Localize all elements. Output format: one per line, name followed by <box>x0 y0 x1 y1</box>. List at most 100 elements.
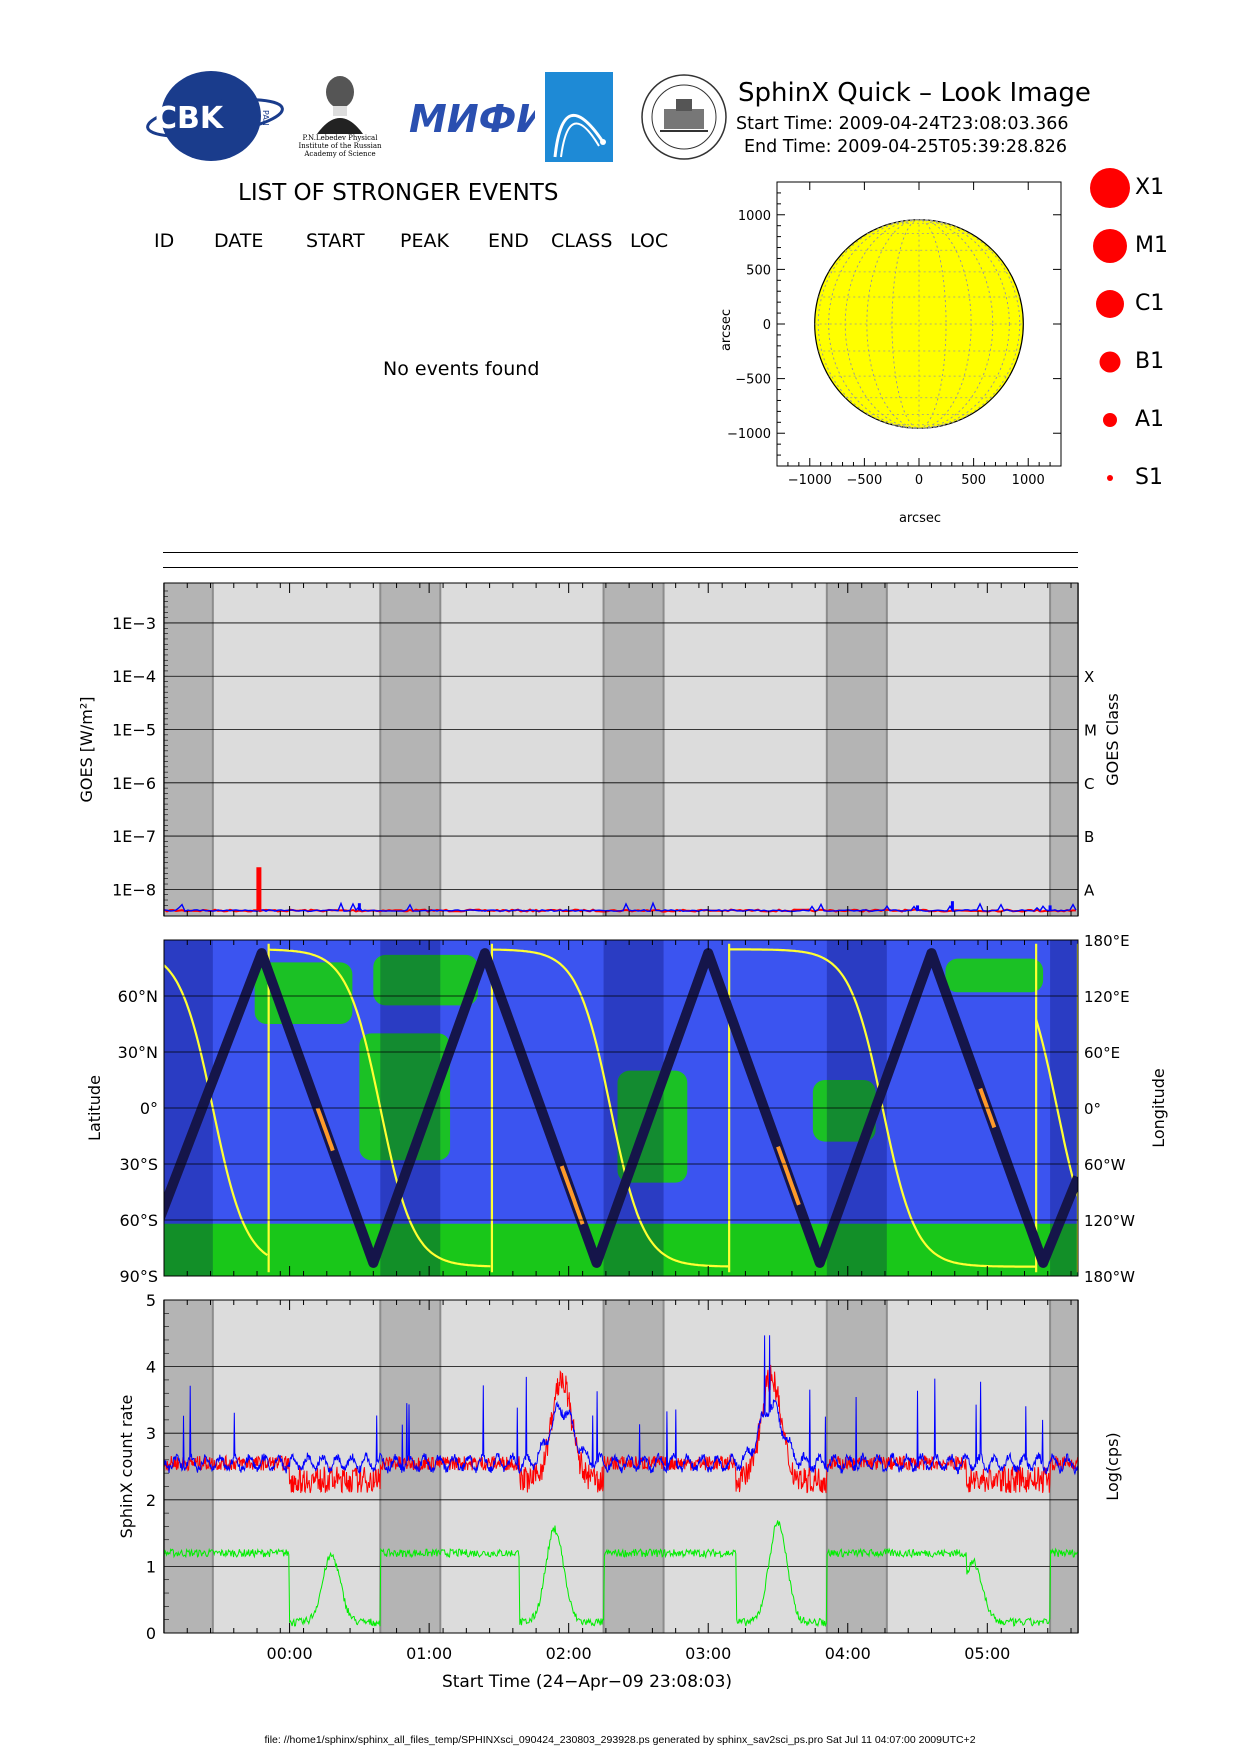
time-series-charts: 1E−3 1E−4 1E−5 1E−6 1E−7 1E−8 X M C B A GOES [W/m²]… <box>77 582 1168 1692</box>
goes-y2label: GOES Class <box>1103 693 1122 785</box>
goes-ytick-label: 1E−3 <box>112 614 156 633</box>
mifi-logo: МИФИ <box>405 88 548 148</box>
goes-class-label: B <box>1084 828 1094 846</box>
goes-blue-line <box>164 901 1077 913</box>
flare-size-legend <box>1080 160 1230 500</box>
legend-b1-dot <box>1099 351 1121 373</box>
lat-tick-label: 90°S <box>119 1267 158 1286</box>
lat-tick-label: 0° <box>140 1099 158 1118</box>
time-axis: 00:00 01:00 02:00 03:00 04:00 05:00 <box>267 1644 1011 1663</box>
legend-m1: M1 <box>1135 233 1168 258</box>
separator-top <box>163 552 1078 553</box>
goes-ytick-label: 1E−8 <box>112 880 156 899</box>
col-class: CLASS <box>551 230 613 252</box>
goes-class-label: C <box>1084 775 1094 793</box>
goes-class-label: X <box>1084 668 1094 686</box>
disk-meridian <box>817 219 1021 429</box>
radiation-zone <box>373 954 478 1006</box>
orbit-y2label: Longitude <box>1149 1068 1168 1148</box>
eclipse-band <box>1050 583 1078 916</box>
lon-tick-label: 60°E <box>1084 1044 1120 1062</box>
lon-tick-label: 60°W <box>1084 1156 1126 1174</box>
legend-s1-dot <box>1107 475 1113 481</box>
goes-ylabel: GOES [W/m²] <box>77 696 96 802</box>
time-tick-label: 02:00 <box>546 1644 592 1663</box>
track-hot-segment <box>315 1107 335 1152</box>
time-tick-label: 05:00 <box>964 1644 1010 1663</box>
col-id: ID <box>154 230 175 252</box>
lat-tick-label: 60°S <box>119 1211 158 1230</box>
lat-tick-label: 30°S <box>119 1155 158 1174</box>
goes-ytick-label: 1E−5 <box>112 721 156 740</box>
footer-file-note: file: //home1/sphinx/sphinx_all_files_te… <box>264 1734 976 1746</box>
goes-frame <box>163 582 1079 917</box>
lebedev-line-1: P.N.Lebedev Physical <box>302 134 378 142</box>
col-peak: PEAK <box>400 230 449 252</box>
cbk-logo-side: PAN <box>261 110 270 126</box>
col-loc: LOC <box>630 230 669 252</box>
lat-tick-label: 30°N <box>118 1043 158 1062</box>
lon-tick-label: 180°E <box>1084 932 1130 950</box>
disk-ytick-label: 0 <box>763 318 771 333</box>
radiation-zone <box>359 1033 451 1161</box>
saa-band-south <box>164 1223 1078 1276</box>
legend-b1: B1 <box>1135 349 1165 374</box>
col-date: DATE <box>214 230 264 252</box>
disk-xtick-label: −1000 <box>788 473 832 488</box>
goes-ytick-label: 1E−7 <box>112 827 156 846</box>
lon-tick-label: 0° <box>1084 1100 1101 1118</box>
count-ytick-label: 2 <box>146 1491 156 1510</box>
legend-x1-dot <box>1090 168 1130 208</box>
eclipse-band <box>826 583 887 916</box>
goes-red-spike <box>256 867 262 911</box>
disk-xlabel: arcsec <box>899 511 941 526</box>
mifi-logo-text: МИФИ <box>409 97 535 141</box>
university-seal <box>640 73 728 161</box>
disk-xtick-label: 1000 <box>1012 473 1045 488</box>
end-time: End Time: 2009-04-25T05:39:28.826 <box>744 137 1068 157</box>
eclipse-band <box>603 583 664 916</box>
eclipse-band <box>164 583 213 916</box>
col-end: END <box>488 230 529 252</box>
goes-ytick-label: 1E−4 <box>112 667 156 686</box>
start-time: Start Time: 2009-04-24T23:08:03.366 <box>736 114 1069 134</box>
legend-c1: C1 <box>1135 291 1165 316</box>
no-events-message: No events found <box>383 358 540 380</box>
lon-tick-label: 180°W <box>1084 1268 1135 1286</box>
count-ytick-label: 1 <box>146 1557 156 1576</box>
longitude-curve <box>268 948 491 1268</box>
lat-tick-label: 60°N <box>118 987 158 1006</box>
goes-blue-spike <box>357 903 361 911</box>
orbit-ylabel: Latitude <box>85 1075 104 1141</box>
separator-bottom <box>163 567 1078 568</box>
track-hot-segment <box>559 1165 585 1225</box>
eclipse-band <box>380 583 441 916</box>
disk-xtick-label: 500 <box>961 473 986 488</box>
count-ytick-label: 5 <box>146 1291 156 1310</box>
count-frame <box>163 1299 1079 1634</box>
orbit-panel: 60°N 30°N 0° 30°S 60°S 90°S 180°E 120°E 60°E 0° 60… <box>85 932 1168 1286</box>
time-tick-label: 00:00 <box>267 1644 313 1663</box>
cbk-pan-logo: CBK PAN <box>145 70 285 162</box>
cbk-logo-text: CBK <box>155 101 225 136</box>
count-ytick-label: 3 <box>146 1424 156 1443</box>
disk-meridian <box>891 219 947 429</box>
trajectory-logo <box>545 72 613 162</box>
page-title: SphinX Quick – Look Image <box>738 78 1091 108</box>
disk-ytick-label: −1000 <box>727 427 771 442</box>
time-tick-label: 04:00 <box>825 1644 871 1663</box>
solar-disk-chart: −1000 −500 0 500 1000 1000 500 0 −500 −1000 arcse… <box>719 181 1062 526</box>
time-tick-label: 01:00 <box>406 1644 452 1663</box>
count-green-line <box>164 1520 1078 1628</box>
disk-ylabel: arcsec <box>719 309 734 351</box>
events-title: LIST OF STRONGER EVENTS <box>238 180 559 206</box>
disk-ytick-label: 500 <box>746 263 771 278</box>
time-tick-label: 03:00 <box>685 1644 731 1663</box>
legend-s1: S1 <box>1135 465 1163 490</box>
goes-class-label: M <box>1084 722 1097 740</box>
radiation-zone <box>945 958 1044 993</box>
count-series <box>164 1335 1078 1628</box>
count-ytick-label: 0 <box>146 1624 156 1643</box>
lebedev-line-3: Academy of Science <box>304 150 376 158</box>
disk-ytick-label: 1000 <box>738 209 771 224</box>
